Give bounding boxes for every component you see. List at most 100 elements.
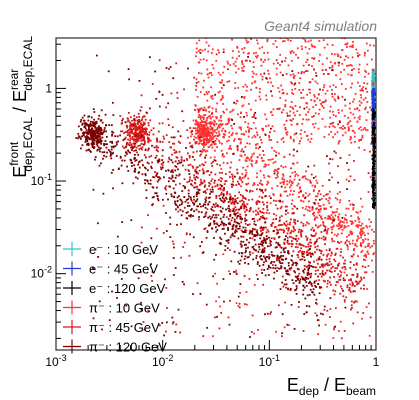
point-series-6 <box>290 266 293 269</box>
point-series-4 <box>352 46 354 48</box>
point-series-6 <box>234 200 236 203</box>
point-series-4 <box>311 208 314 211</box>
point-series-6 <box>244 255 247 258</box>
point-series-4 <box>240 138 242 141</box>
point-series-4 <box>247 41 250 43</box>
point-series-6 <box>159 140 162 143</box>
point-series-5 <box>321 264 324 267</box>
point-series-4 <box>369 176 372 179</box>
point-series-4 <box>195 132 197 135</box>
point-series-4 <box>359 89 362 92</box>
point-series-6 <box>279 256 282 258</box>
point-series-6 <box>78 135 80 138</box>
point-series-4 <box>331 222 334 224</box>
point-series-5 <box>251 237 254 240</box>
point-series-6 <box>233 218 236 221</box>
point-series-6 <box>236 215 239 218</box>
point-series-6 <box>95 128 98 131</box>
point-series-4 <box>349 242 351 245</box>
point-series-4 <box>217 125 220 128</box>
point-series-4 <box>231 174 234 176</box>
point-series-4 <box>350 141 353 144</box>
point-series-6 <box>84 136 87 138</box>
point-series-4 <box>331 88 333 91</box>
point-series-1 <box>371 77 374 80</box>
point-series-4 <box>308 47 311 50</box>
point-series-6 <box>203 203 205 206</box>
point-series-6 <box>91 144 94 147</box>
point-series-4 <box>365 42 368 45</box>
point-series-4 <box>338 120 341 122</box>
point-series-6 <box>276 259 278 262</box>
point-series-4 <box>323 136 326 138</box>
point-series-4 <box>283 178 286 181</box>
point-series-6 <box>224 196 227 199</box>
point-series-4 <box>340 71 342 74</box>
point-series-5 <box>143 154 146 157</box>
point-series-5 <box>360 287 362 290</box>
point-series-4 <box>319 287 321 290</box>
point-series-6 <box>172 187 175 190</box>
point-series-5 <box>351 282 354 285</box>
point-series-4 <box>308 88 311 91</box>
point-series-5 <box>336 247 339 250</box>
point-series-6 <box>97 139 100 142</box>
point-series-4 <box>252 72 255 75</box>
point-series-6 <box>151 204 154 207</box>
point-series-5 <box>303 265 306 267</box>
point-series-6 <box>261 258 264 261</box>
point-series-6 <box>229 273 231 275</box>
point-series-5 <box>143 136 146 139</box>
point-series-5 <box>263 236 265 239</box>
point-series-6 <box>302 277 304 280</box>
point-series-5 <box>324 238 327 241</box>
point-series-4 <box>361 136 364 139</box>
point-series-6 <box>134 168 137 171</box>
point-series-4 <box>199 115 202 118</box>
point-series-6 <box>282 248 285 251</box>
point-series-6 <box>158 176 161 179</box>
point-series-4 <box>222 136 225 138</box>
point-series-4 <box>197 134 200 137</box>
point-series-4 <box>372 119 375 122</box>
point-series-4 <box>251 116 254 118</box>
point-series-6 <box>192 236 195 239</box>
point-series-6 <box>155 97 158 100</box>
point-series-6 <box>112 146 115 149</box>
plot-frame <box>55 37 377 351</box>
point-series-4 <box>367 232 370 235</box>
point-series-3 <box>372 158 375 161</box>
point-series-6 <box>91 127 94 130</box>
point-series-2 <box>373 90 376 93</box>
point-series-5 <box>133 132 136 135</box>
point-series-6 <box>328 179 331 181</box>
point-series-5 <box>140 139 143 142</box>
point-series-5 <box>235 226 238 229</box>
point-series-4 <box>363 254 366 257</box>
point-series-4 <box>339 320 342 323</box>
point-series-6 <box>120 278 123 280</box>
point-series-4 <box>251 70 254 73</box>
point-series-5 <box>161 141 164 143</box>
point-series-4 <box>211 128 213 131</box>
point-series-4 <box>289 268 292 271</box>
point-series-5 <box>259 215 262 218</box>
point-series-5 <box>280 205 283 208</box>
point-series-5 <box>204 192 207 194</box>
point-series-4 <box>353 247 355 250</box>
point-series-6 <box>285 283 288 286</box>
point-series-5 <box>301 230 304 233</box>
point-series-5 <box>242 235 245 238</box>
point-series-4 <box>358 85 361 87</box>
point-series-4 <box>308 108 311 111</box>
point-series-6 <box>263 239 266 242</box>
point-series-4 <box>328 202 331 205</box>
point-series-5 <box>292 227 295 230</box>
point-series-4 <box>236 46 239 49</box>
point-series-5 <box>226 191 229 193</box>
point-series-5 <box>131 119 133 122</box>
point-series-4 <box>357 224 360 227</box>
point-series-4 <box>274 40 277 42</box>
point-series-6 <box>264 195 267 198</box>
point-series-6 <box>238 222 241 225</box>
